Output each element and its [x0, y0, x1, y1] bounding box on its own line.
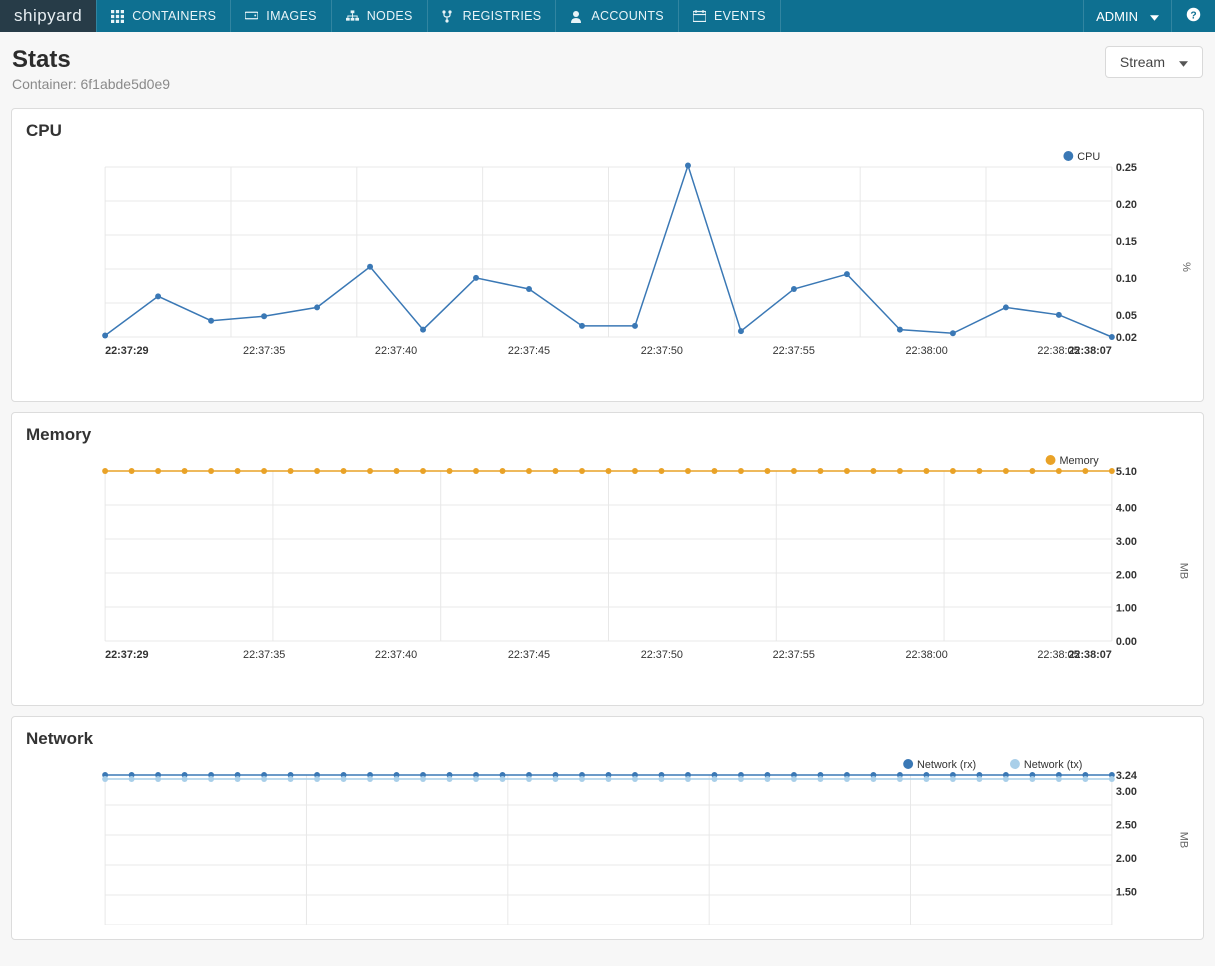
svg-text:22:37:29: 22:37:29 [105, 649, 148, 661]
network-panel-title: Network [26, 729, 1189, 749]
grid-icon [111, 10, 124, 23]
page-subtitle: Container: 6f1abde5d0e9 [12, 76, 170, 92]
caret-down-icon [1179, 54, 1188, 70]
svg-text:3.24: 3.24 [1116, 770, 1138, 782]
memory-panel: Memory 0.00 1.00 2.00 3.00 4.00 5.10 22:37:29 2… [11, 412, 1204, 706]
page-header: Stats Container: 6f1abde5d0e9 Stream [0, 32, 1215, 98]
cpu-panel: CPU 0.02 0.05 0.10 0.15 0.20 0.25 22:37:29 22:3… [11, 108, 1204, 402]
svg-text:22:38:00: 22:38:00 [905, 649, 947, 661]
svg-text:2.00: 2.00 [1116, 569, 1137, 581]
svg-text:22:37:29: 22:37:29 [105, 345, 148, 357]
page-title: Stats [12, 46, 170, 74]
svg-text:22:37:35: 22:37:35 [243, 345, 285, 357]
svg-text:1.00: 1.00 [1116, 603, 1137, 615]
admin-menu[interactable]: ADMIN [1083, 0, 1171, 32]
svg-text:0.25: 0.25 [1116, 162, 1137, 174]
stream-label: Stream [1120, 54, 1165, 70]
nav-label: REGISTRIES [463, 9, 542, 23]
nav-label: NODES [367, 9, 413, 23]
svg-text:22:37:50: 22:37:50 [641, 345, 683, 357]
svg-text:?: ? [1190, 10, 1196, 21]
svg-text:Memory: Memory [1059, 455, 1099, 467]
nav-item-containers[interactable]: CONTAINERS [96, 0, 231, 32]
sitemap-icon [346, 10, 359, 23]
memory-unit-label: MB [1177, 563, 1189, 580]
top-nav: shipyard CONTAINERS IMAGES NODES REGISTRIES… [0, 0, 1215, 32]
cpu-unit-label: % [1180, 262, 1192, 272]
svg-text:4.00: 4.00 [1116, 503, 1137, 515]
svg-text:22:38:00: 22:38:00 [905, 345, 947, 357]
svg-text:22:37:40: 22:37:40 [375, 649, 417, 661]
help-icon: ? [1186, 7, 1201, 25]
svg-text:22:38:07: 22:38:07 [1068, 345, 1111, 357]
svg-text:0.15: 0.15 [1116, 236, 1137, 248]
network-unit-label: MB [1177, 832, 1189, 849]
svg-text:22:37:45: 22:37:45 [508, 649, 550, 661]
nav-label: CONTAINERS [132, 9, 216, 23]
cpu-chart: 0.02 0.05 0.10 0.15 0.20 0.25 22:37:29 22:37:35… [26, 147, 1189, 387]
admin-label: ADMIN [1096, 9, 1138, 24]
nav-item-images[interactable]: IMAGES [231, 0, 331, 32]
nav-label: EVENTS [714, 9, 766, 23]
hdd-icon [245, 10, 258, 23]
caret-down-icon [1150, 9, 1159, 24]
svg-text:22:37:55: 22:37:55 [773, 345, 815, 357]
nav-item-accounts[interactable]: ACCOUNTS [556, 0, 679, 32]
nav-item-events[interactable]: EVENTS [679, 0, 781, 32]
nav-label: IMAGES [266, 9, 316, 23]
nav-item-registries[interactable]: REGISTRIES [428, 0, 557, 32]
svg-text:2.50: 2.50 [1116, 820, 1137, 832]
calendar-icon [693, 10, 706, 23]
cpu-panel-title: CPU [26, 121, 1189, 141]
nav-label: ACCOUNTS [591, 9, 664, 23]
network-panel: Network 1.50 2.00 2.50 3.00 3.24 Network (tx)… [11, 716, 1204, 940]
brand-logo[interactable]: shipyard [0, 0, 96, 32]
svg-text:5.10: 5.10 [1116, 466, 1137, 478]
svg-text:22:37:45: 22:37:45 [508, 345, 550, 357]
svg-text:1.50: 1.50 [1116, 886, 1137, 898]
svg-text:22:38:07: 22:38:07 [1068, 649, 1111, 661]
svg-text:Network (tx): Network (tx) [1024, 759, 1083, 771]
svg-text:3.00: 3.00 [1116, 786, 1137, 798]
user-icon [570, 10, 583, 23]
svg-text:Network (rx): Network (rx) [917, 759, 976, 771]
nav-item-nodes[interactable]: NODES [332, 0, 428, 32]
svg-text:0.02: 0.02 [1116, 332, 1137, 344]
svg-text:22:37:35: 22:37:35 [243, 649, 285, 661]
svg-text:3.00: 3.00 [1116, 536, 1137, 548]
help-button[interactable]: ? [1171, 0, 1215, 32]
svg-text:0.20: 0.20 [1116, 199, 1137, 211]
memory-chart: 0.00 1.00 2.00 3.00 4.00 5.10 22:37:29 22:37:35… [26, 451, 1189, 691]
memory-panel-title: Memory [26, 425, 1189, 445]
fork-icon [442, 10, 455, 23]
svg-text:22:37:50: 22:37:50 [641, 649, 683, 661]
stream-dropdown[interactable]: Stream [1105, 46, 1203, 78]
svg-text:0.00: 0.00 [1116, 636, 1137, 648]
network-chart: 1.50 2.00 2.50 3.00 3.24 Network (tx) Network … [26, 755, 1189, 925]
svg-text:22:37:40: 22:37:40 [375, 345, 417, 357]
svg-text:CPU: CPU [1077, 151, 1100, 163]
svg-text:0.10: 0.10 [1116, 273, 1137, 285]
svg-text:22:37:55: 22:37:55 [773, 649, 815, 661]
svg-text:2.00: 2.00 [1116, 853, 1137, 865]
svg-text:0.05: 0.05 [1116, 310, 1137, 322]
